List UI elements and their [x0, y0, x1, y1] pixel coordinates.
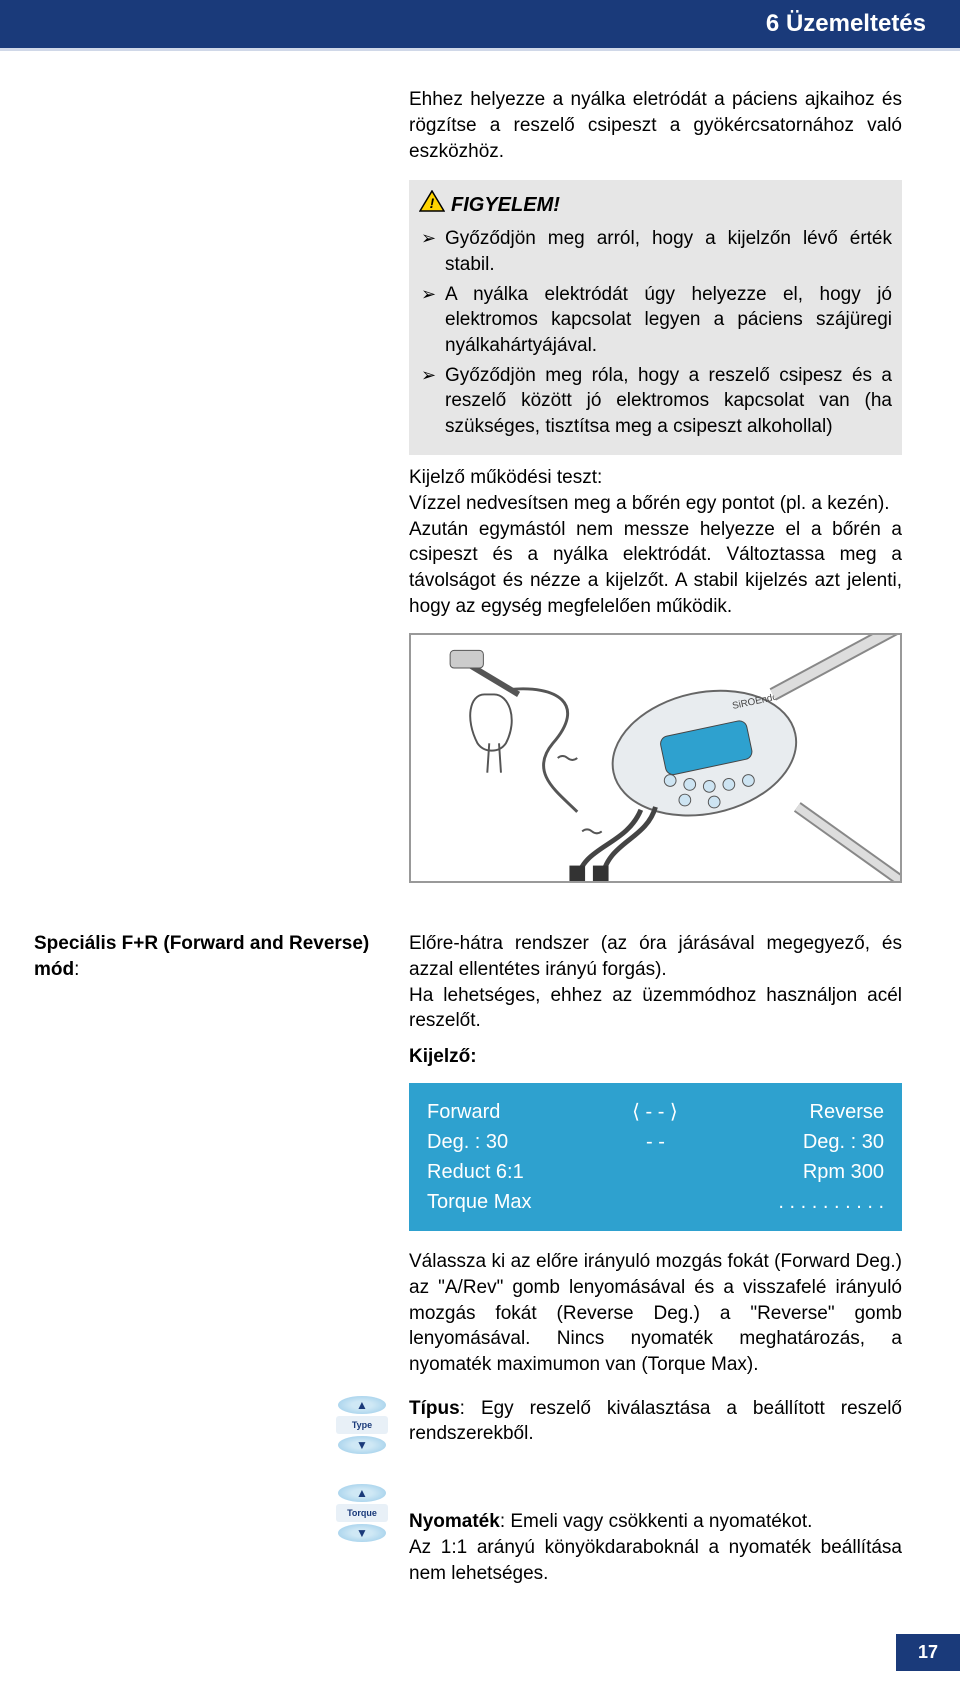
chapter-header: 6 Üzemeltetés	[0, 0, 960, 51]
test-block: Kijelző működési teszt: Vízzel nedvesíts…	[409, 465, 902, 619]
page-number: 17	[896, 1634, 960, 1670]
torque-paragraph: Nyomaték: Emeli vagy csökkenti a nyomaté…	[409, 1484, 902, 1587]
disp-r1-mid: ⟨ - - ⟩	[632, 1097, 678, 1127]
type-label: Típus	[409, 1398, 460, 1419]
caution-label: FIGYELEM!	[451, 192, 560, 219]
type-button-label: Type	[336, 1416, 388, 1434]
display-label: Kijelző:	[409, 1044, 902, 1070]
disp-r4-right: . . . . . . . . . .	[778, 1187, 884, 1217]
type-text: : Egy reszelő kiválasztása a beállított …	[409, 1398, 902, 1445]
test-heading: Kijelző működési teszt:	[409, 467, 602, 488]
torque-button[interactable]: ▲ Torque ▼	[334, 1484, 390, 1542]
arrow-down-icon: ▼	[338, 1524, 386, 1542]
fr-mode-colon: :	[74, 959, 79, 980]
type-paragraph: Típus: Egy reszelő kiválasztása a beállí…	[409, 1396, 902, 1447]
disp-r2-left: Deg. : 30	[427, 1127, 508, 1157]
torque-button-label: Torque	[336, 1504, 388, 1522]
disp-r2-mid: - -	[646, 1127, 665, 1157]
caution-heading: ! FIGYELEM!	[419, 190, 892, 220]
disp-r1-left: Forward	[427, 1097, 500, 1127]
disp-r3-left: Reduct 6:1	[427, 1157, 524, 1187]
fr-para1: Előre-hátra rendszer (az óra járásával m…	[409, 931, 902, 1034]
svg-text:!: !	[430, 195, 435, 211]
fr-para2: Válassza ki az előre irányuló mozgás fok…	[409, 1249, 902, 1377]
arrow-up-icon: ▲	[338, 1484, 386, 1502]
caution-item: Győződjön meg róla, hogy a reszelő csipe…	[419, 363, 892, 440]
arrow-up-icon: ▲	[338, 1396, 386, 1414]
caution-list: Győződjön meg arról, hogy a kijelzőn lév…	[419, 226, 892, 439]
torque-label: Nyomaték	[409, 1511, 500, 1532]
arrow-down-icon: ▼	[338, 1436, 386, 1454]
disp-r4-left: Torque Max	[427, 1187, 532, 1217]
warning-icon: !	[419, 190, 445, 220]
caution-item: Győződjön meg arról, hogy a kijelzőn lév…	[419, 226, 892, 277]
test-body: Vízzel nedvesítsen meg a bőrén egy ponto…	[409, 493, 902, 617]
caution-box: ! FIGYELEM! Győződjön meg arról, hogy a …	[409, 180, 902, 455]
disp-r2-right: Deg. : 30	[803, 1127, 884, 1157]
caution-item: A nyálka elektródát úgy helyezze el, hog…	[419, 282, 892, 359]
fr-mode-label: Speciális F+R (Forward and Reverse) mód	[34, 933, 369, 980]
type-button[interactable]: ▲ Type ▼	[334, 1396, 390, 1454]
disp-r3-right: Rpm 300	[803, 1157, 884, 1187]
device-illustration: SiROEndo	[409, 633, 902, 883]
disp-r1-right: Reverse	[810, 1097, 884, 1127]
display-panel: Forward ⟨ - - ⟩ Reverse Deg. : 30 - - De…	[409, 1083, 902, 1231]
intro-paragraph: Ehhez helyezze a nyálka eletródát a páci…	[409, 87, 902, 164]
